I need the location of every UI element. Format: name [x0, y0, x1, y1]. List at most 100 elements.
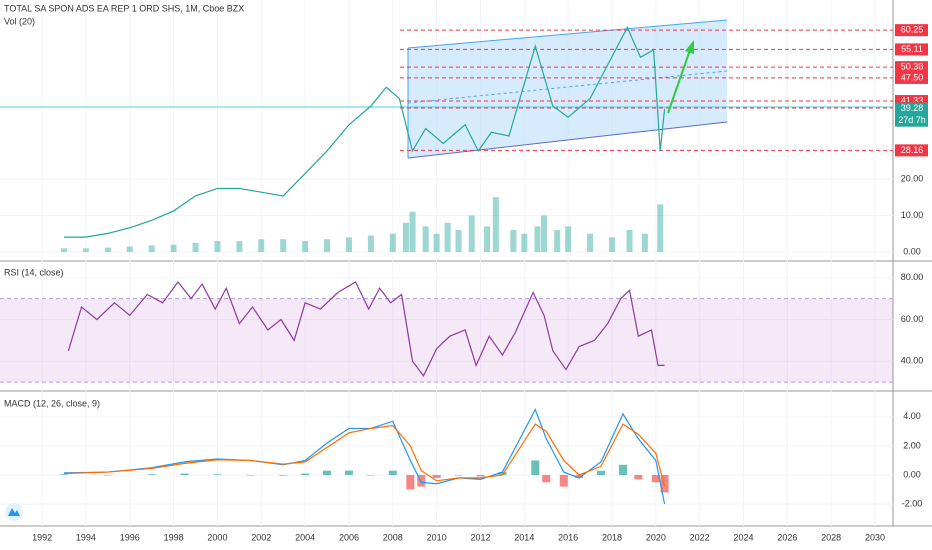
- rsi-band: [0, 298, 893, 383]
- macd-title: MACD (12, 26, close, 9): [4, 398, 100, 408]
- x-tick-label: 1996: [120, 532, 140, 542]
- x-tick-label: 1992: [32, 532, 52, 542]
- volume-bar: [510, 230, 517, 252]
- histogram-bar: [559, 474, 568, 487]
- x-tick-label: 2024: [733, 532, 753, 542]
- chart-title: TOTAL SA SPON ADS EA REP 1 ORD SHS, 1M, …: [4, 3, 244, 13]
- volume-bar: [402, 222, 409, 252]
- volume-bar: [214, 241, 221, 252]
- histogram-bar: [618, 464, 627, 475]
- y-tick-label: 80.00: [901, 272, 924, 282]
- volume-bar: [541, 215, 548, 252]
- volume-bar: [236, 241, 243, 252]
- y-tick-label: 2.00: [903, 440, 921, 450]
- volume-bar: [82, 248, 89, 252]
- countdown-label: 27d 7h: [898, 115, 926, 125]
- volume-bar: [534, 226, 541, 252]
- level-tag: [895, 71, 928, 84]
- x-tick-label: 2000: [207, 532, 227, 542]
- histogram-bar: [660, 474, 669, 493]
- x-tick-label: 2022: [690, 532, 710, 542]
- histogram-bar: [634, 474, 643, 480]
- volume-bar: [126, 246, 133, 252]
- y-tick-label: -2.00: [902, 498, 923, 508]
- histogram-bar: [531, 460, 540, 475]
- histogram-bar: [542, 474, 551, 483]
- x-tick-label: 2026: [777, 532, 797, 542]
- level-label: 60.25: [901, 25, 924, 35]
- volume-bar: [61, 248, 68, 252]
- level-label: 50.38: [901, 62, 924, 72]
- y2-tick-label: 0.00: [903, 246, 921, 256]
- x-tick-label: 2002: [251, 532, 271, 542]
- volume-bar: [258, 239, 265, 252]
- histogram-bar: [103, 474, 112, 476]
- histogram-bar: [417, 474, 426, 487]
- histogram-bar: [498, 472, 507, 475]
- x-tick-label: 2028: [821, 532, 841, 542]
- rsi-title: RSI (14, close): [4, 267, 64, 277]
- level-label: 55.11: [901, 44, 923, 54]
- channel-upper: [407, 19, 728, 49]
- y-tick-label: 60.00: [901, 314, 924, 324]
- histogram-bar: [344, 470, 353, 475]
- y-tick-label: 4.00: [903, 411, 921, 421]
- volume-bar: [367, 235, 374, 252]
- histogram-bar: [279, 474, 288, 476]
- volume-bar: [280, 239, 287, 252]
- volume-bar: [409, 211, 416, 252]
- volume-bar: [148, 245, 155, 252]
- x-tick-label: 1998: [164, 532, 184, 542]
- volume-bar: [587, 233, 594, 252]
- histogram-bar: [246, 474, 255, 476]
- x-tick-label: 2004: [295, 532, 315, 542]
- volume-bar: [433, 233, 440, 252]
- line-series: [64, 25, 666, 238]
- volume-bar: [170, 244, 177, 252]
- histogram-bar: [575, 474, 584, 478]
- level-tag: [895, 61, 928, 74]
- level-tag: [895, 144, 928, 157]
- volume-bar: [484, 226, 491, 252]
- volume-bar: [444, 222, 451, 252]
- x-tick-label: 2008: [383, 532, 403, 542]
- level-tag: [895, 24, 928, 37]
- y-tick-label: 0.00: [903, 469, 921, 479]
- histogram-bar: [180, 473, 189, 475]
- volume-bar: [565, 226, 572, 252]
- histogram-bar: [597, 470, 606, 475]
- histogram-bar: [366, 474, 375, 476]
- x-tick-label: 2014: [514, 532, 534, 542]
- volume-label: Vol (20): [4, 16, 35, 26]
- level-tag: [895, 43, 928, 56]
- histogram-bar: [476, 474, 485, 477]
- last-price-label: 39.28: [901, 103, 924, 113]
- histogram-bar: [323, 470, 332, 475]
- x-tick-label: 2030: [865, 532, 885, 542]
- volume-bar: [422, 226, 429, 252]
- y2-tick-label: 20.00: [901, 173, 924, 183]
- volume-bar: [468, 215, 475, 252]
- histogram-bar: [213, 474, 222, 475]
- level-label: 47.50: [901, 72, 924, 82]
- histogram-bar: [432, 474, 441, 478]
- volume-bar: [302, 241, 309, 252]
- histogram-bar: [60, 474, 69, 475]
- x-tick-label: 2006: [339, 532, 359, 542]
- histogram-bar: [454, 474, 463, 476]
- histogram-bar: [388, 470, 397, 475]
- histogram-bar: [651, 474, 660, 483]
- volume-bar: [554, 230, 561, 252]
- level-label: 41.33: [901, 95, 924, 105]
- volume-bar: [626, 230, 633, 252]
- volume-bar: [641, 233, 648, 252]
- last-price-tag: [895, 102, 928, 127]
- volume-bar: [657, 204, 664, 252]
- y-tick-label: 40.00: [901, 356, 924, 366]
- arrow-line: [667, 49, 691, 114]
- volume-bar: [492, 197, 499, 252]
- y2-tick-label: 10.00: [901, 210, 924, 220]
- x-tick-label: 2018: [602, 532, 622, 542]
- x-tick-label: 2010: [427, 532, 447, 542]
- logo-mark: [8, 508, 20, 516]
